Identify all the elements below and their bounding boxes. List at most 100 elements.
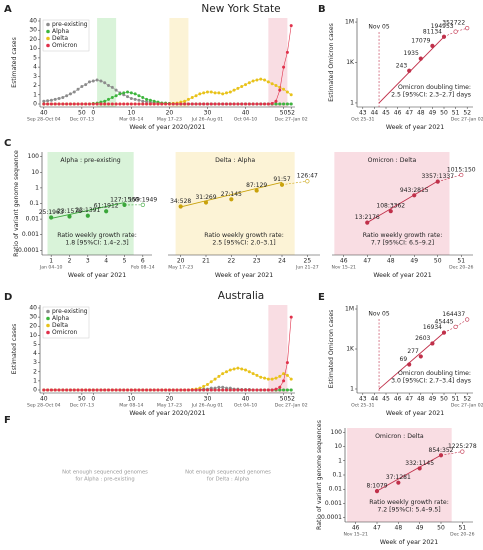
data-point [152,99,156,103]
section-title: New York State [201,3,280,15]
x-tick-label: 40 [40,110,48,117]
x-tick-label: 43 [359,110,367,117]
x-tick-label: 47 [405,396,413,403]
data-point [53,102,57,106]
data-point [99,79,103,83]
data-point [202,384,206,388]
annotation: Ratio weekly growth rate: [204,232,284,239]
y-tick-label: 0.1 [332,472,342,479]
note: for Alpha : pre-existing [75,477,134,483]
x-tick-date: Jun 21–27 [295,265,319,271]
x-tick-label: 46 [394,110,402,117]
x-tick-label: 50 [280,110,288,117]
data-point [263,102,267,106]
annotation: Ratio weekly growth rate: [363,232,443,239]
y-tick-label: 0.01 [26,216,40,223]
data-point [140,202,145,207]
x-tick-label: 44 [371,110,379,117]
data-point [145,100,149,104]
x-tick-label: 46 [352,525,360,532]
panel-letter: B [318,4,326,15]
data-point [65,388,69,392]
x-tick-label: 5 [123,258,127,265]
data-point [87,102,91,106]
data-point [99,102,103,106]
y-axis-label: Estimated Omicron cases [328,310,335,389]
data-point [95,388,99,392]
data-label: 69 [400,356,408,363]
data-point [232,367,236,371]
data-point [53,388,57,392]
data-label: 17079 [411,37,430,44]
data-point [76,102,80,106]
fit-line [180,181,283,208]
x-tick-label: 52 [463,110,471,117]
data-point [42,99,46,103]
legend-marker [46,22,50,27]
data-point [217,388,221,392]
note: Not enough sequenced genomes [185,470,271,476]
data-point [278,374,282,378]
panel-letter: E [318,292,325,303]
data-point [247,370,251,374]
x-tick-label: 43 [359,396,367,403]
x-tick-label: 6 [141,258,145,265]
x-tick-label: 4 [104,258,108,265]
data-point [240,367,244,371]
x-tick-date: Dec 07–13 [70,117,94,123]
data-point [417,466,422,471]
legend-marker [46,36,50,41]
data-point [282,102,286,106]
data-point [65,94,69,98]
legend-label: pre-existing [52,21,88,28]
data-point [145,97,149,101]
data-label: 1225:278 [448,443,477,450]
data-point [255,373,259,377]
data-point [175,102,179,106]
data-label: 332:1145 [405,460,434,467]
data-point [236,102,240,106]
reference-label: Nov 05 [368,311,389,318]
x-tick-label: 50 [280,396,288,403]
data-point [274,99,278,103]
data-point [103,388,107,392]
y-tick-label: 2 [33,82,37,89]
data-point [247,102,251,106]
data-point [244,388,248,392]
period-shade [334,152,450,255]
y-tick-label: 1 [350,385,354,392]
y-tick-label: 0.001 [325,500,342,507]
legend-marker [46,330,50,335]
data-point [251,388,255,392]
data-point [68,92,72,96]
data-point [103,81,107,85]
legend-label: Omicron [52,329,78,336]
data-point [251,372,255,376]
x-tick-label: 46 [394,396,402,403]
data-label: 108:3362 [376,203,405,210]
x-tick-label: 23 [253,258,261,265]
data-point [53,97,57,101]
x-tick-label: 51 [452,396,460,403]
data-point [438,453,444,458]
x-axis-label: Week of year 2021 [386,410,444,417]
data-point [107,84,111,88]
x-tick-label: 50 [437,525,445,532]
data-point [114,102,118,106]
data-point [104,209,109,214]
data-point [46,388,50,392]
data-point [118,388,122,392]
x-tick-label: 47 [363,258,371,265]
data-point [118,102,122,106]
data-point [285,388,289,392]
data-point [49,388,53,392]
data-point [285,373,289,377]
data-point [107,102,111,106]
x-tick-label: 50 [440,110,448,117]
data-point [282,65,286,69]
x-tick-label: 50 [78,110,86,117]
x-tick-date: Oct 04–10 [234,403,257,409]
data-point [72,388,76,392]
projection-line [281,180,308,186]
data-point [247,388,251,392]
